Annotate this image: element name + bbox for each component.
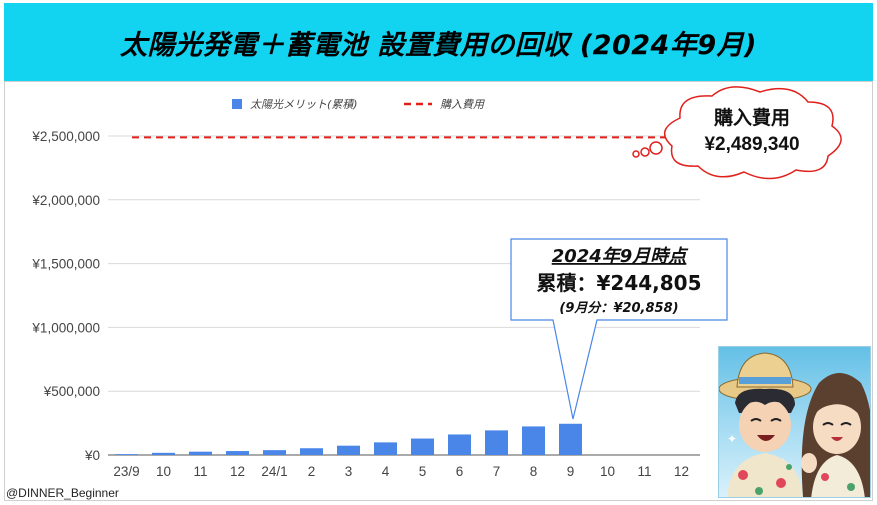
chart-frame [4,81,873,501]
legend-line-label: 購入費用 [440,98,485,111]
callout-line1: 2024年9月時点 [552,246,690,267]
x-tick-label: 10 [156,464,171,479]
bar [189,451,212,455]
y-tick-label: ¥0 [84,448,100,463]
title-banner: 太陽光発電＋蓄電池 設置費用の回収 (2024年9月) [4,3,873,81]
x-tick-label: 24/1 [261,464,287,479]
bar [522,426,545,455]
x-tick-label: 7 [493,464,501,479]
author-credit: @DINNER_Beginner [6,486,119,500]
y-tick-label: ¥2,000,000 [31,193,100,208]
y-tick-label: ¥2,500,000 [31,129,100,144]
callout-line2: 累積：¥244,805 [536,271,701,295]
bar [559,423,582,455]
y-axis-ticks: ¥0 ¥500,000 ¥1,000,000 ¥1,500,000 ¥2,000,000… [31,129,100,463]
bar-series [115,423,582,455]
x-tick-label: 10 [600,464,615,479]
x-tick-label: 9 [567,464,575,479]
y-tick-label: ¥1,500,000 [31,257,100,272]
x-tick-label: 3 [345,464,353,479]
bar [115,454,138,455]
x-tick-label: 4 [382,464,390,479]
page-title: 太陽光発電＋蓄電池 設置費用の回収 (2024年9月) [120,29,757,61]
bar [263,450,286,455]
x-tick-label: 12 [230,464,245,479]
cloud-line1: 購入費用 [714,106,790,129]
bar [337,445,360,455]
legend-bar-swatch [232,99,242,109]
cloud-line2: ¥2,489,340 [704,134,799,155]
svg-text:✦: ✦ [727,432,737,446]
bar [300,448,323,455]
bar [448,434,471,455]
bar [374,442,397,455]
x-tick-label: 23/9 [113,464,139,479]
x-tick-label: 6 [456,464,464,479]
x-tick-label: 11 [637,464,651,479]
bar [152,452,175,455]
bar [485,430,508,455]
x-axis-ticks: 23/9 10 11 12 24/1 2 3 4 5 6 7 8 9 10 11 12 [113,464,689,479]
legend-bar-label: 太陽光メリット(累積) [250,98,358,111]
x-tick-label: 11 [193,464,207,479]
y-tick-label: ¥1,000,000 [31,320,100,335]
purchase-cost-cloud: 購入費用 ¥2,489,340 [632,86,842,180]
x-tick-label: 8 [530,464,538,479]
y-tick-label: ¥500,000 [43,384,100,399]
two-anime-characters-icon: ✦ ✦ ✦ [718,346,871,498]
x-tick-label: 2 [308,464,316,479]
callout-line3: (9月分：¥20,858) [559,300,678,316]
legend: 太陽光メリット(累積) 購入費用 [232,98,485,111]
current-status-callout: 2024年9月時点 累積：¥244,805 (9月分：¥20,858) [510,238,728,420]
bar [411,438,434,455]
x-tick-label: 5 [419,464,427,479]
bar [226,451,249,455]
x-tick-label: 12 [674,464,689,479]
